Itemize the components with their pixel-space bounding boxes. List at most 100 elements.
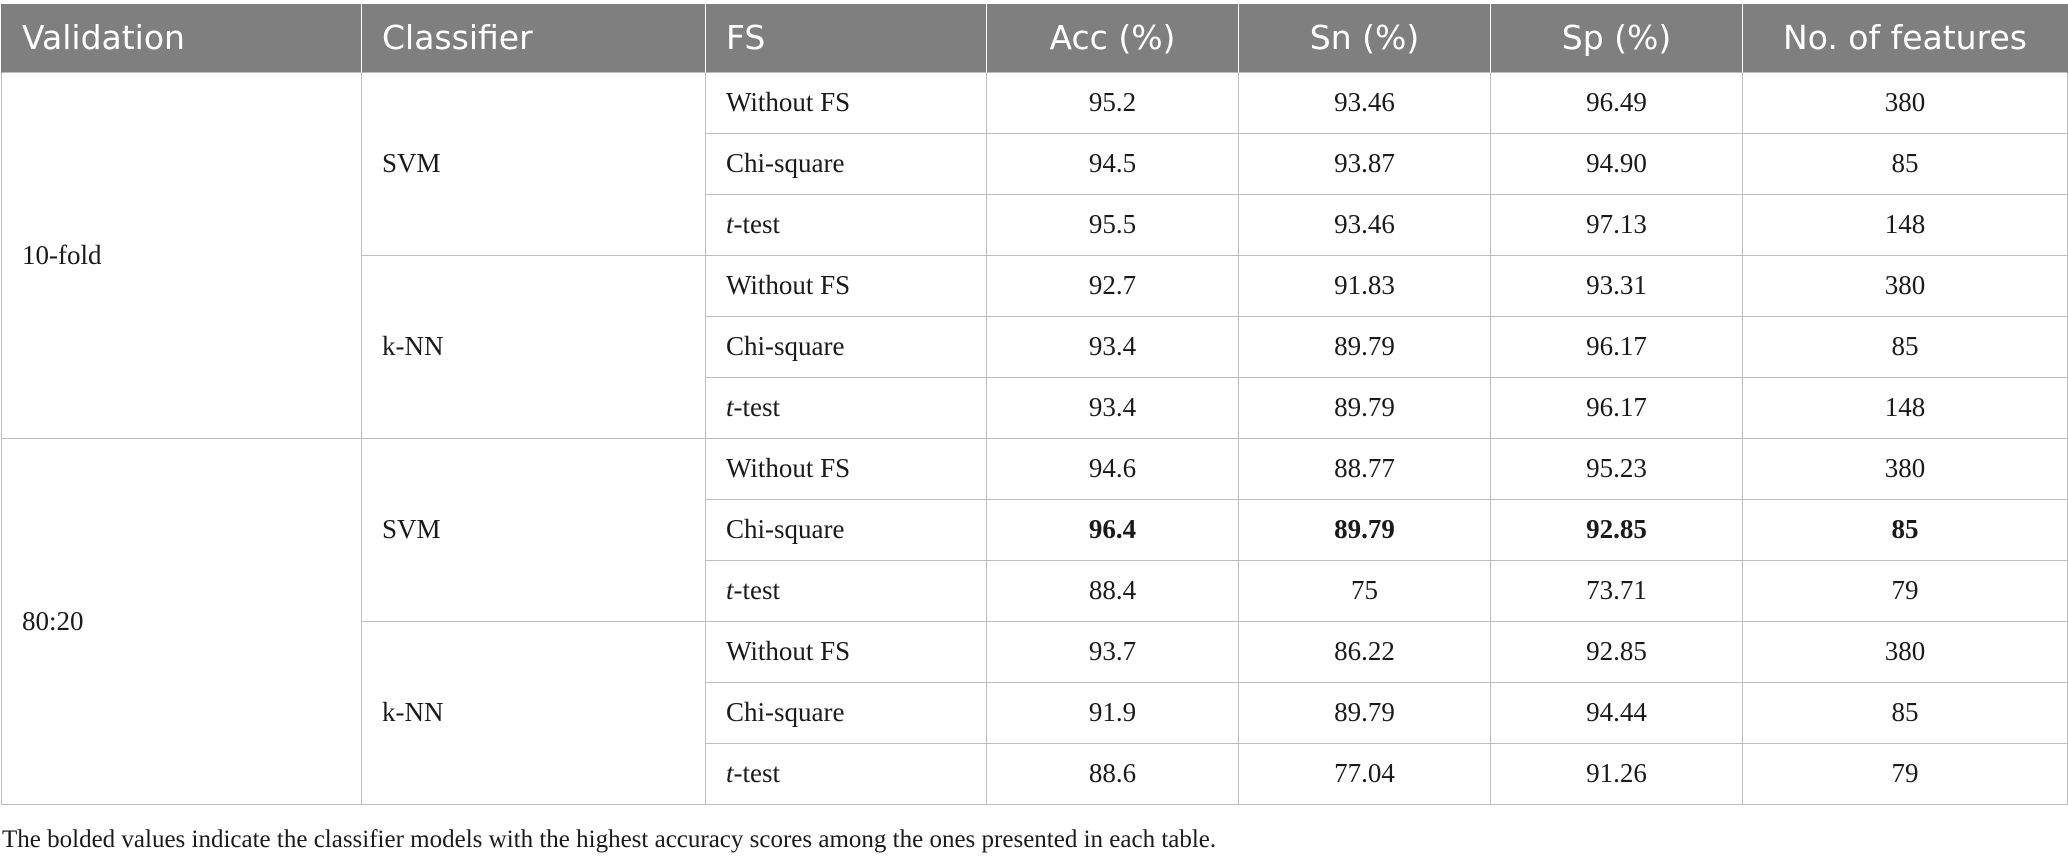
table-body: 10-fold SVM Without FS 95.2 93.46 96.49 380 Chi… <box>1 71 2068 805</box>
sn-cell: 77.04 <box>1238 742 1491 805</box>
header-acc: Acc (%) <box>986 4 1239 72</box>
table-row: 10-fold SVM Without FS 95.2 93.46 96.49 380 <box>1 71 2068 439</box>
header-classifier: Classifier <box>361 4 706 72</box>
results-table-container: Validation Classifier FS Acc (%) Sn (%) … <box>0 4 2068 805</box>
acc-cell: 94.6 <box>986 437 1239 500</box>
fs-text: Without FS <box>726 453 851 483</box>
sp-cell: 92.85 <box>1490 620 1743 683</box>
sn-cell: 86.22 <box>1238 620 1491 683</box>
features-cell: 79 <box>1742 559 2068 622</box>
sp-cell: 96.49 <box>1490 71 1743 134</box>
fs-italic-text: t <box>726 758 734 788</box>
table-row: Chi-square 91.9 89.79 94.44 85 <box>2 681 2068 744</box>
fs-italic-text: t <box>726 209 734 239</box>
table-row: k-NN Without FS 93.7 86.22 92.85 380 <box>2 620 2068 805</box>
fs-text: -test <box>733 392 781 422</box>
fs-cell: Without FS <box>705 71 987 134</box>
fs-cell: t-test <box>705 742 987 805</box>
features-cell: 380 <box>1742 71 2068 134</box>
fs-cell: Without FS <box>705 437 987 500</box>
sn-cell: 89.79 <box>1238 498 1491 561</box>
features-cell: 380 <box>1742 620 2068 683</box>
classifier-cell: SVM <box>361 437 706 622</box>
fs-italic-text: t <box>726 392 734 422</box>
fs-text: -test <box>733 575 781 605</box>
sp-cell: 96.17 <box>1490 315 1743 378</box>
fs-text: Chi-square <box>726 331 845 361</box>
fs-cell: Without FS <box>705 620 987 683</box>
fs-cell: t-test <box>705 193 987 256</box>
features-cell: 85 <box>1742 681 2068 744</box>
fs-italic-text: t <box>726 575 734 605</box>
sn-cell: 93.87 <box>1238 132 1491 195</box>
fs-text: Chi-square <box>726 514 845 544</box>
sn-cell: 75 <box>1238 559 1491 622</box>
header-features: No. of features <box>1742 4 2068 72</box>
fs-text: -test <box>733 209 781 239</box>
features-cell: 85 <box>1742 132 2068 195</box>
sn-cell: 89.79 <box>1238 315 1491 378</box>
sn-cell: 89.79 <box>1238 681 1491 744</box>
table-row: Chi-square 96.4 89.79 92.85 85 <box>2 498 2068 561</box>
sn-cell: 93.46 <box>1238 193 1491 256</box>
fs-text: Chi-square <box>726 697 845 727</box>
table-header: Validation Classifier FS Acc (%) Sn (%) … <box>1 4 2068 72</box>
sp-cell: 97.13 <box>1490 193 1743 256</box>
acc-cell: 93.4 <box>986 376 1239 439</box>
header-row: Validation Classifier FS Acc (%) Sn (%) … <box>1 4 2068 72</box>
sn-cell: 93.46 <box>1238 71 1491 134</box>
sp-cell: 96.17 <box>1490 376 1743 439</box>
sn-cell: 89.79 <box>1238 376 1491 439</box>
acc-cell: 88.4 <box>986 559 1239 622</box>
validation-cell: 10-fold <box>1 71 362 439</box>
features-cell: 380 <box>1742 254 2068 317</box>
header-sp: Sp (%) <box>1490 4 1743 72</box>
fs-cell: Chi-square <box>705 315 987 378</box>
sp-cell: 92.85 <box>1490 498 1743 561</box>
table-row: Chi-square 93.4 89.79 96.17 85 <box>2 315 2068 378</box>
features-cell: 380 <box>1742 437 2068 500</box>
header-fs: FS <box>705 4 987 72</box>
sn-cell: 88.77 <box>1238 437 1491 500</box>
features-cell: 85 <box>1742 315 2068 378</box>
acc-cell: 93.4 <box>986 315 1239 378</box>
validation-cell: 80:20 <box>1 437 362 805</box>
sp-cell: 94.90 <box>1490 132 1743 195</box>
sp-cell: 94.44 <box>1490 681 1743 744</box>
table-footnote: The bolded values indicate the classifie… <box>2 826 1217 853</box>
features-cell: 85 <box>1742 498 2068 561</box>
acc-cell: 92.7 <box>986 254 1239 317</box>
fs-cell: Chi-square <box>705 498 987 561</box>
sn-cell: 91.83 <box>1238 254 1491 317</box>
table-row: 80:20 SVM Without FS 94.6 88.77 95.23 380 <box>1 437 2068 805</box>
acc-cell: 94.5 <box>986 132 1239 195</box>
acc-cell: 95.2 <box>986 71 1239 134</box>
fs-text: -test <box>733 758 781 788</box>
acc-cell: 95.5 <box>986 193 1239 256</box>
classifier-cell: SVM <box>361 71 706 256</box>
classifier-cell: k-NN <box>361 254 706 439</box>
acc-cell: 88.6 <box>986 742 1239 805</box>
fs-text: Without FS <box>726 270 851 300</box>
results-table: Validation Classifier FS Acc (%) Sn (%) … <box>1 4 2068 805</box>
features-cell: 148 <box>1742 193 2068 256</box>
classifier-cell: k-NN <box>361 620 706 805</box>
fs-text: Without FS <box>726 87 851 117</box>
fs-cell: Chi-square <box>705 132 987 195</box>
acc-cell: 93.7 <box>986 620 1239 683</box>
fs-cell: t-test <box>705 376 987 439</box>
header-validation: Validation <box>1 4 362 72</box>
table-row: t-test 88.6 77.04 91.26 79 <box>2 742 2068 805</box>
fs-text: Chi-square <box>726 148 845 178</box>
acc-cell: 96.4 <box>986 498 1239 561</box>
table-row: t-test 95.5 93.46 97.13 148 <box>2 193 2068 256</box>
fs-text: Without FS <box>726 636 851 666</box>
sp-cell: 93.31 <box>1490 254 1743 317</box>
features-cell: 148 <box>1742 376 2068 439</box>
fs-cell: t-test <box>705 559 987 622</box>
features-cell: 79 <box>1742 742 2068 805</box>
sp-cell: 95.23 <box>1490 437 1743 500</box>
acc-cell: 91.9 <box>986 681 1239 744</box>
fs-cell: Chi-square <box>705 681 987 744</box>
fs-cell: Without FS <box>705 254 987 317</box>
